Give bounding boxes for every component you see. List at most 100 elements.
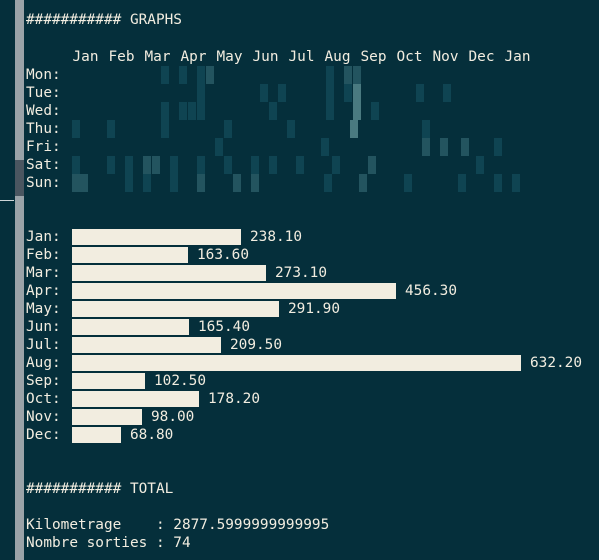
bar: [72, 247, 188, 263]
bar: [72, 427, 121, 443]
bar-label: Mar:: [26, 265, 61, 281]
heatmap-cell: [143, 174, 151, 192]
bar-value-label: 98.00: [151, 409, 195, 425]
heatmap-cell: [321, 138, 329, 156]
heatmap-cell: [188, 102, 196, 120]
bar-label: Nov:: [26, 409, 61, 425]
kilometrage-line: Kilometrage : 2877.5999999999995: [26, 517, 330, 533]
heatmap-cell: [440, 138, 448, 156]
heatmap-cell: [143, 156, 151, 174]
bar: [72, 229, 241, 245]
heatmap-cell: [326, 66, 334, 84]
bar-value-label: 456.30: [405, 283, 457, 299]
bar: [72, 319, 189, 335]
heatmap-cell: [494, 174, 502, 192]
scrollbar-thumb[interactable]: [15, 160, 24, 196]
month-label: Sep: [360, 49, 387, 65]
heatmap-cell: [269, 102, 277, 120]
bar-label: Apr:: [26, 283, 61, 299]
heatmap-cell: [461, 138, 469, 156]
heatmap-cell: [353, 84, 361, 102]
month-label: Jan: [504, 49, 531, 65]
heatmap-cell: [512, 174, 520, 192]
month-label: Oct: [396, 49, 423, 65]
bar-label: Jul:: [26, 337, 61, 353]
bar-value-label: 238.10: [250, 229, 302, 245]
heatmap-cell: [353, 102, 361, 120]
heatmap-cell: [107, 156, 115, 174]
month-label: Dec: [468, 49, 495, 65]
bar-value-label: 178.20: [208, 391, 260, 407]
month-label: May: [216, 49, 243, 65]
heatmap-cell: [260, 84, 268, 102]
bar-value-label: 68.80: [130, 427, 174, 443]
scrollbar-track[interactable]: [15, 0, 24, 560]
bar: [72, 391, 199, 407]
heatmap-cell: [161, 120, 169, 138]
month-label: Mar: [144, 49, 171, 65]
heatmap-cell: [251, 156, 259, 174]
terminal-gutter: [0, 0, 15, 560]
heatmap-cell: [422, 138, 430, 156]
heatmap-cell: [170, 156, 178, 174]
bar-label: Aug:: [26, 355, 61, 371]
month-label: Jan: [72, 49, 99, 65]
heatmap-cell: [296, 156, 304, 174]
heatmap-cell: [215, 138, 223, 156]
month-label: Jul: [288, 49, 315, 65]
day-label: Mon:: [26, 67, 61, 83]
bar: [72, 355, 521, 371]
month-label: Nov: [432, 49, 459, 65]
heatmap-cell: [332, 156, 340, 174]
heatmap-cell: [197, 66, 205, 84]
heatmap-cell: [404, 174, 412, 192]
heatmap-cell: [107, 120, 115, 138]
bar-label: Sep:: [26, 373, 61, 389]
heatmap-cell: [206, 66, 214, 84]
cursor-marker: [0, 200, 14, 201]
heatmap-cell: [251, 174, 259, 192]
day-label: Sat:: [26, 157, 61, 173]
bar-label: Jan:: [26, 229, 61, 245]
bar-label: May:: [26, 301, 61, 317]
graphs-header: ########### GRAPHS: [26, 12, 182, 28]
bar-value-label: 632.20: [530, 355, 582, 371]
heatmap-cell: [80, 174, 88, 192]
heatmap-cell: [353, 66, 361, 84]
day-label: Tue:: [26, 85, 61, 101]
bar: [72, 409, 142, 425]
heatmap-cell: [371, 102, 379, 120]
heatmap-cell: [422, 120, 430, 138]
heatmap-cell: [197, 156, 205, 174]
bar-label: Oct:: [26, 391, 61, 407]
heatmap-cell: [458, 174, 466, 192]
heatmap-cell: [179, 102, 187, 120]
heatmap-cell: [494, 138, 502, 156]
day-label: Wed:: [26, 103, 61, 119]
day-label: Fri:: [26, 139, 61, 155]
heatmap-cell: [324, 174, 332, 192]
month-label: Aug: [324, 49, 351, 65]
bar: [72, 337, 221, 353]
heatmap-cell: [161, 66, 169, 84]
heatmap-cell: [350, 120, 358, 138]
heatmap-cell: [125, 156, 133, 174]
bar-value-label: 165.40: [198, 319, 250, 335]
sorties-line: Nombre sorties : 74: [26, 535, 191, 551]
heatmap-cell: [326, 102, 334, 120]
heatmap-cell: [224, 120, 232, 138]
bar: [72, 265, 266, 281]
heatmap-cell: [224, 156, 232, 174]
heatmap-cell: [197, 102, 205, 120]
bar-label: Feb:: [26, 247, 61, 263]
heatmap-cell: [368, 156, 376, 174]
heatmap-cell: [125, 174, 133, 192]
heatmap-cell: [72, 156, 80, 174]
heatmap-cell: [179, 66, 187, 84]
bar-value-label: 273.10: [275, 265, 327, 281]
heatmap-cell: [326, 84, 334, 102]
bar-label: Jun:: [26, 319, 61, 335]
total-header: ########### TOTAL: [26, 481, 174, 497]
heatmap-cell: [152, 156, 160, 174]
heatmap-cell: [359, 174, 367, 192]
